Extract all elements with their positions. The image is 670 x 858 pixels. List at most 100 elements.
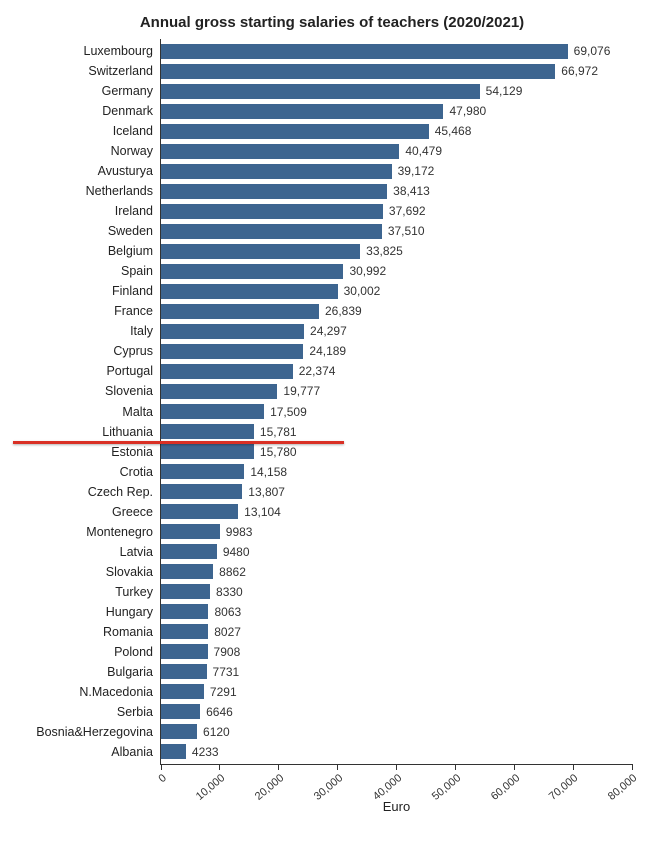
bar-value-label: 30,002	[340, 281, 381, 301]
y-label: Finland	[13, 281, 159, 301]
bar-row: Latvia9480	[161, 542, 632, 562]
bar-value-label: 13,807	[244, 482, 285, 502]
bar	[161, 544, 217, 559]
bar-value-label: 47,980	[445, 101, 486, 121]
x-tick	[514, 764, 515, 770]
bar-row: Slovakia8862	[161, 562, 632, 582]
bar-value-label: 6120	[199, 722, 230, 742]
bar	[161, 624, 208, 639]
bar	[161, 244, 360, 259]
bar-row: Turkey8330	[161, 582, 632, 602]
y-label: Bosnia&Herzegovina	[13, 722, 159, 742]
bar	[161, 284, 338, 299]
bar	[161, 384, 277, 399]
x-tick	[455, 764, 456, 770]
bar	[161, 484, 242, 499]
bar	[161, 564, 213, 579]
x-tick-label: 0	[156, 772, 168, 785]
y-label: N.Macedonia	[13, 682, 159, 702]
y-label: Latvia	[13, 542, 159, 562]
bar-value-label: 13,104	[240, 502, 281, 522]
y-label: Serbia	[13, 702, 159, 722]
bar-row: Luxembourg69,076	[161, 41, 632, 61]
y-label: Hungary	[13, 602, 159, 622]
bar	[161, 724, 197, 739]
x-tick	[219, 764, 220, 770]
bar-row: Finland30,002	[161, 281, 632, 301]
bar	[161, 264, 343, 279]
y-label: Sweden	[13, 221, 159, 241]
bar	[161, 504, 238, 519]
bar-row: Hungary8063	[161, 602, 632, 622]
bar	[161, 344, 303, 359]
y-label: Norway	[13, 141, 159, 161]
bar-row: Bulgaria7731	[161, 662, 632, 682]
bar	[161, 524, 220, 539]
y-label: Turkey	[13, 582, 159, 602]
x-tick	[632, 764, 633, 770]
x-tick	[396, 764, 397, 770]
bar	[161, 704, 200, 719]
bar	[161, 744, 186, 759]
y-label: France	[13, 301, 159, 321]
x-tick	[573, 764, 574, 770]
bar	[161, 324, 304, 339]
y-label: Avusturya	[13, 161, 159, 181]
y-label: Slovenia	[13, 381, 159, 401]
y-label: Malta	[13, 402, 159, 422]
y-label: Luxembourg	[13, 41, 159, 61]
x-tick	[161, 764, 162, 770]
bar-value-label: 8862	[215, 562, 246, 582]
y-label: Switzerland	[13, 61, 159, 81]
y-label: Slovakia	[13, 562, 159, 582]
bar-value-label: 40,479	[401, 141, 442, 161]
chart-container: Annual gross starting salaries of teache…	[0, 0, 670, 858]
bar-value-label: 45,468	[431, 121, 472, 141]
bar-value-label: 33,825	[362, 241, 403, 261]
bar	[161, 164, 392, 179]
bar-row: Portugal22,374	[161, 361, 632, 381]
y-label: Czech Rep.	[13, 482, 159, 502]
bar-value-label: 26,839	[321, 301, 362, 321]
bar	[161, 444, 254, 459]
bar	[161, 604, 208, 619]
bar	[161, 404, 264, 419]
bar-value-label: 22,374	[295, 361, 336, 381]
bar-value-label: 38,413	[389, 181, 430, 201]
bar-value-label: 30,992	[345, 261, 386, 281]
bar-value-label: 14,158	[246, 462, 287, 482]
plot-area: Euro 010,00020,00030,00040,00050,00060,0…	[12, 39, 652, 819]
bar-row: Cyprus24,189	[161, 341, 632, 361]
bar-row: Avusturya39,172	[161, 161, 632, 181]
bar-row: Slovenia19,777	[161, 381, 632, 401]
bar	[161, 124, 429, 139]
bar-row: Spain30,992	[161, 261, 632, 281]
y-label: Germany	[13, 81, 159, 101]
bar-value-label: 4233	[188, 742, 219, 762]
bar-row: Italy24,297	[161, 321, 632, 341]
bar-value-label: 37,510	[384, 221, 425, 241]
y-label: Spain	[13, 261, 159, 281]
bar	[161, 464, 244, 479]
bar-value-label: 8027	[210, 622, 241, 642]
bar-row: Montenegro9983	[161, 522, 632, 542]
bar-row: Iceland45,468	[161, 121, 632, 141]
bar-row: N.Macedonia7291	[161, 682, 632, 702]
bar	[161, 184, 387, 199]
bar	[161, 64, 555, 79]
bar-value-label: 8330	[212, 582, 243, 602]
bar-row: Czech Rep.13,807	[161, 482, 632, 502]
y-label: Estonia	[13, 442, 159, 462]
plot-inner: Euro 010,00020,00030,00040,00050,00060,0…	[160, 39, 632, 765]
bar-row: Denmark47,980	[161, 101, 632, 121]
bar-value-label: 15,780	[256, 442, 297, 462]
bar-row: Bosnia&Herzegovina6120	[161, 722, 632, 742]
bar	[161, 424, 254, 439]
x-tick	[337, 764, 338, 770]
bar-value-label: 7908	[210, 642, 241, 662]
bar-row: Serbia6646	[161, 702, 632, 722]
y-label: Montenegro	[13, 522, 159, 542]
y-label: Cyprus	[13, 341, 159, 361]
bar-row: Greece13,104	[161, 502, 632, 522]
bar-value-label: 9480	[219, 542, 250, 562]
